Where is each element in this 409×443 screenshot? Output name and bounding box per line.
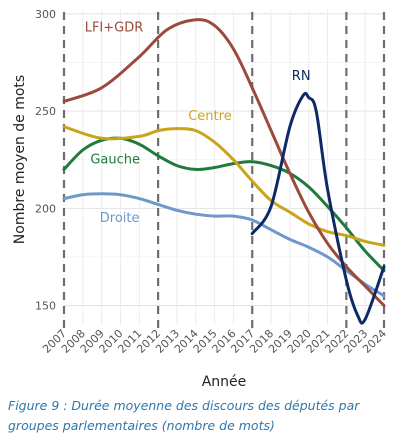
- y-tick-label: 150: [35, 300, 56, 313]
- series-label-centre: Centre: [188, 109, 231, 124]
- series-line-rn: [250, 91, 386, 325]
- series-label-gauche: Gauche: [90, 153, 140, 168]
- y-tick-label: 200: [35, 202, 56, 215]
- y-axis-title: Nombre moyen de mots: [12, 75, 28, 244]
- y-tick-label: 250: [35, 105, 56, 118]
- series-label-lfigdr: LFI+GDR: [85, 20, 144, 35]
- y-tick-label: 300: [35, 8, 56, 21]
- series-line-droite: [62, 192, 386, 298]
- x-axis-title: Année: [202, 374, 247, 390]
- series-label-rn: RN: [292, 69, 311, 84]
- series-label-droite: Droite: [100, 211, 140, 226]
- line-chart: 1502002503002007200820092010201120122013…: [12, 8, 389, 390]
- figure-caption: Figure 9 : Durée moyenne des discours de…: [8, 398, 360, 433]
